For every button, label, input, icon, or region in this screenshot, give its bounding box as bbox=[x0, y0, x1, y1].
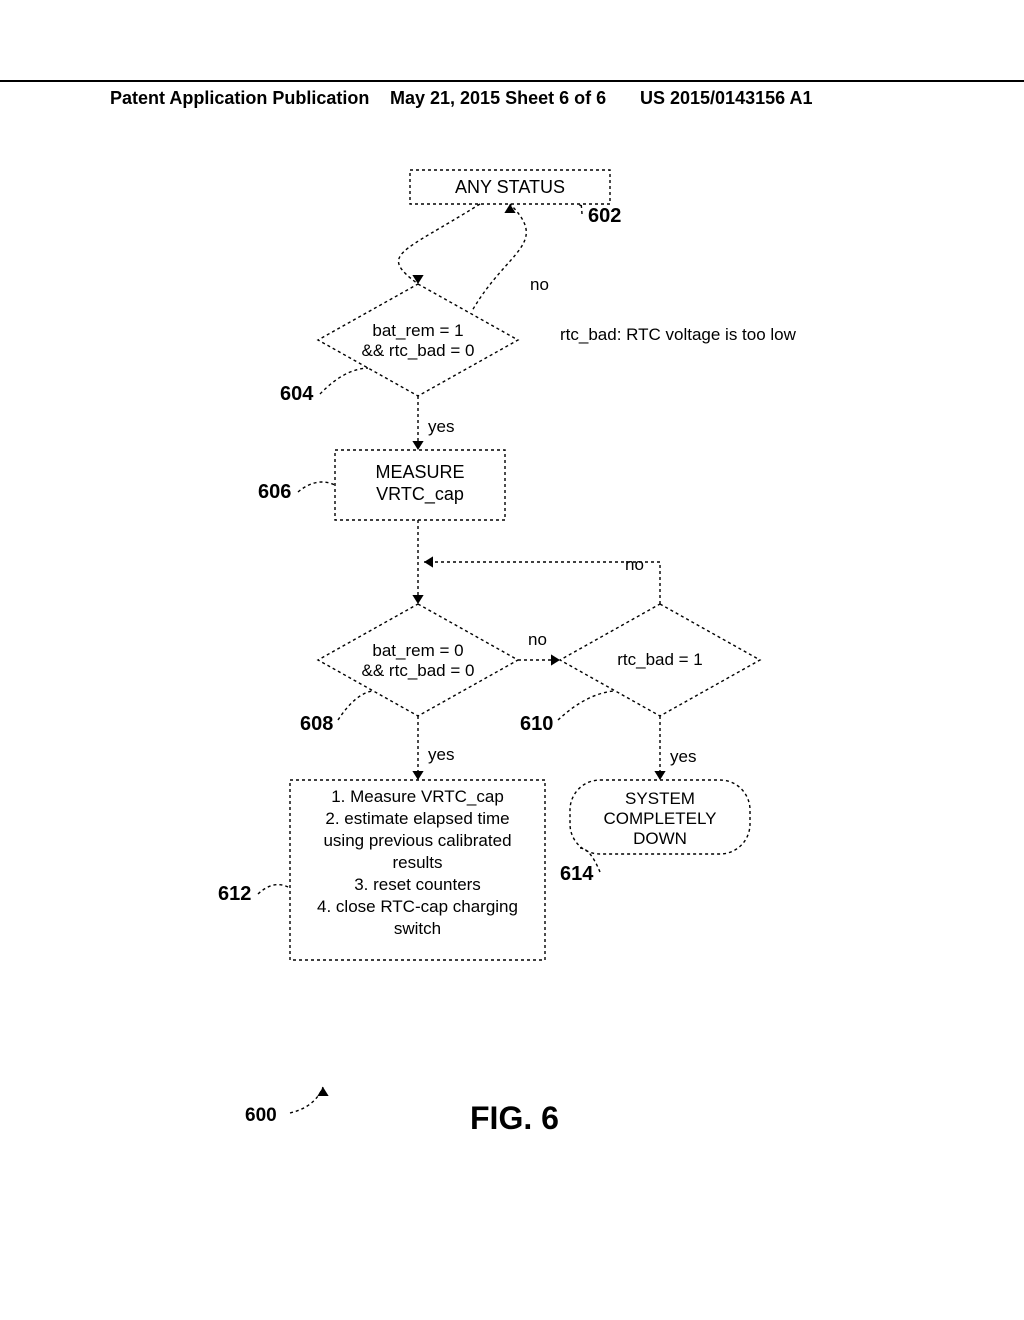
svg-text:no: no bbox=[530, 275, 549, 294]
svg-text:yes: yes bbox=[428, 417, 454, 436]
svg-text:3. reset counters: 3. reset counters bbox=[354, 875, 481, 894]
svg-text:ANY STATUS: ANY STATUS bbox=[455, 177, 565, 197]
svg-text:2. estimate elapsed time: 2. estimate elapsed time bbox=[325, 809, 509, 828]
svg-text:no: no bbox=[625, 555, 644, 574]
svg-text:switch: switch bbox=[394, 919, 441, 938]
svg-text:606: 606 bbox=[258, 481, 291, 503]
svg-text:610: 610 bbox=[520, 713, 553, 735]
figure-title: FIG. 6 bbox=[470, 1100, 559, 1137]
svg-text:yes: yes bbox=[428, 745, 454, 764]
svg-text:DOWN: DOWN bbox=[633, 829, 687, 848]
svg-text:612: 612 bbox=[218, 883, 251, 905]
overall-ref: 600 bbox=[245, 1105, 277, 1127]
svg-text:rtc_bad = 1: rtc_bad = 1 bbox=[617, 650, 703, 669]
svg-text:604: 604 bbox=[280, 383, 314, 405]
svg-text:&& rtc_bad = 0: && rtc_bad = 0 bbox=[362, 661, 475, 680]
svg-text:602: 602 bbox=[588, 205, 621, 227]
svg-text:VRTC_cap: VRTC_cap bbox=[376, 484, 464, 505]
svg-text:yes: yes bbox=[670, 747, 696, 766]
svg-text:bat_rem = 0: bat_rem = 0 bbox=[372, 641, 463, 660]
svg-text:1. Measure VRTC_cap: 1. Measure VRTC_cap bbox=[331, 787, 504, 806]
svg-text:bat_rem = 1: bat_rem = 1 bbox=[372, 321, 463, 340]
svg-text:608: 608 bbox=[300, 713, 333, 735]
svg-text:COMPLETELY: COMPLETELY bbox=[603, 809, 716, 828]
svg-text:4. close RTC-cap charging: 4. close RTC-cap charging bbox=[317, 897, 518, 916]
svg-text:SYSTEM: SYSTEM bbox=[625, 789, 695, 808]
svg-text:&& rtc_bad = 0: && rtc_bad = 0 bbox=[362, 341, 475, 360]
svg-text:MEASURE: MEASURE bbox=[375, 462, 464, 482]
svg-text:614: 614 bbox=[560, 863, 594, 885]
svg-text:using previous calibrated: using previous calibrated bbox=[323, 831, 511, 850]
svg-text:results: results bbox=[392, 853, 442, 872]
svg-text:rtc_bad: RTC voltage is too lo: rtc_bad: RTC voltage is too low bbox=[560, 325, 797, 344]
svg-text:no: no bbox=[528, 630, 547, 649]
